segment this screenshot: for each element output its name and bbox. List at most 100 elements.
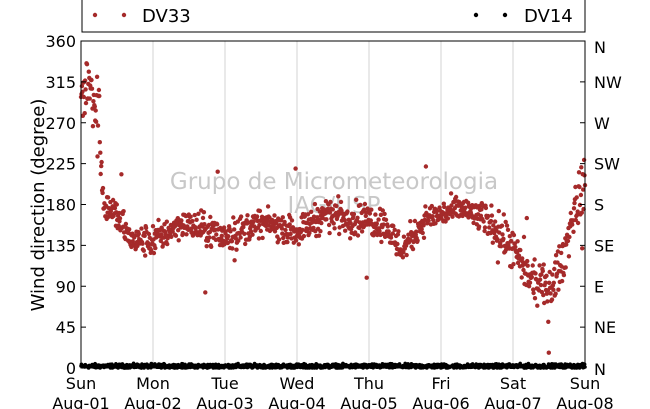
x-tick-day: Sun bbox=[570, 374, 600, 393]
data-point-dv33 bbox=[127, 227, 132, 232]
data-point-dv33 bbox=[234, 247, 239, 252]
data-point-dv33 bbox=[229, 239, 235, 244]
x-tick-date: Aug-04 bbox=[268, 394, 325, 409]
data-point-dv33 bbox=[412, 218, 418, 224]
data-point-dv33 bbox=[541, 292, 546, 298]
data-point-dv33 bbox=[205, 238, 211, 243]
data-point-dv33 bbox=[204, 244, 209, 249]
data-point-dv33 bbox=[283, 227, 288, 233]
data-point-dv33 bbox=[525, 258, 530, 264]
data-point-dv33 bbox=[132, 233, 137, 238]
data-point-dv33 bbox=[571, 206, 577, 211]
data-point-dv33 bbox=[97, 140, 103, 145]
data-point-dv33 bbox=[228, 229, 233, 234]
data-point-dv33 bbox=[570, 222, 575, 227]
x-tick-day: Thu bbox=[353, 374, 384, 393]
data-point-dv33 bbox=[159, 232, 164, 237]
data-point-dv33 bbox=[511, 232, 517, 238]
data-point-dv33 bbox=[546, 319, 551, 324]
data-point-dv33 bbox=[457, 199, 462, 205]
data-point-dv33 bbox=[429, 203, 434, 209]
data-point-dv33 bbox=[215, 169, 220, 174]
data-point-dv33 bbox=[533, 271, 538, 276]
data-point-dv33 bbox=[338, 199, 344, 205]
data-point-dv33 bbox=[434, 209, 439, 214]
data-point-dv33 bbox=[300, 227, 305, 233]
data-point-dv33 bbox=[573, 217, 578, 223]
data-point-dv33 bbox=[97, 93, 102, 99]
x-tick-day: Sun bbox=[66, 374, 96, 393]
x-tick-day: Fri bbox=[431, 374, 450, 393]
data-point-dv33 bbox=[564, 242, 569, 247]
data-point-dv33 bbox=[209, 244, 214, 249]
grid-lines bbox=[152, 41, 514, 368]
data-point-dv33 bbox=[130, 239, 135, 244]
x-tick-day: Mon bbox=[136, 374, 170, 393]
data-point-dv33 bbox=[143, 225, 149, 231]
data-point-dv33 bbox=[540, 268, 545, 274]
data-point-dv33 bbox=[252, 224, 257, 229]
y2-tick-label: E bbox=[594, 277, 604, 296]
data-point-dv33 bbox=[551, 280, 556, 285]
data-point-dv33 bbox=[123, 221, 129, 227]
data-point-dv33 bbox=[327, 230, 332, 236]
data-point-dv33 bbox=[258, 228, 263, 234]
x-tick-date: Aug-05 bbox=[340, 394, 397, 409]
data-point-dv33 bbox=[245, 213, 250, 218]
data-point-dv33 bbox=[571, 229, 576, 234]
data-point-dv33 bbox=[383, 217, 389, 222]
legend-marker-dv33-b bbox=[121, 12, 127, 18]
data-point-dv33 bbox=[184, 232, 189, 237]
data-point-dv33 bbox=[415, 238, 420, 243]
data-point-dv33 bbox=[378, 212, 384, 217]
data-point-dv33 bbox=[525, 263, 530, 268]
y-tick-label: 135 bbox=[45, 236, 76, 255]
data-point-dv33 bbox=[559, 278, 565, 284]
data-point-dv33 bbox=[580, 246, 585, 251]
data-point-dv33 bbox=[499, 223, 505, 228]
data-point-dv33 bbox=[501, 236, 506, 241]
data-point-dv33 bbox=[84, 61, 90, 67]
data-point-dv33 bbox=[373, 212, 378, 217]
legend-label-dv33: DV33 bbox=[142, 6, 191, 27]
data-point-dv33 bbox=[519, 275, 524, 280]
data-point-dv33 bbox=[293, 166, 298, 171]
y2-tick-label: N bbox=[594, 38, 606, 57]
data-point-dv33 bbox=[526, 284, 532, 289]
data-point-dv33 bbox=[348, 236, 353, 241]
data-point-dv33 bbox=[518, 247, 523, 253]
data-point-dv33 bbox=[285, 239, 290, 245]
data-point-dv33 bbox=[488, 218, 494, 224]
data-point-dv33 bbox=[388, 235, 394, 240]
data-point-dv33 bbox=[479, 207, 484, 212]
data-point-dv33 bbox=[448, 191, 454, 196]
y2-tick-label: NE bbox=[594, 318, 616, 337]
data-point-dv33 bbox=[110, 197, 116, 203]
data-point-dv33 bbox=[530, 263, 535, 268]
data-point-dv33 bbox=[226, 234, 231, 239]
data-point-dv33 bbox=[396, 229, 401, 234]
data-point-dv33 bbox=[386, 229, 391, 234]
data-point-dv33 bbox=[581, 187, 586, 192]
data-point-dv33 bbox=[504, 223, 510, 228]
legend: DV33 DV14 bbox=[81, 0, 586, 33]
data-point-dv33 bbox=[285, 235, 290, 240]
data-point-dv33 bbox=[326, 222, 332, 228]
data-point-dv33 bbox=[581, 157, 587, 163]
data-point-dv33 bbox=[89, 77, 94, 83]
data-point-dv33 bbox=[194, 217, 199, 222]
legend-marker-dv14-b bbox=[502, 12, 508, 18]
data-point-dv33 bbox=[272, 229, 278, 234]
data-point-dv33 bbox=[498, 244, 504, 249]
data-point-dv33 bbox=[91, 99, 96, 104]
data-point-dv33 bbox=[202, 222, 207, 227]
data-point-dv33 bbox=[404, 252, 409, 258]
data-point-dv33 bbox=[487, 225, 492, 230]
data-point-dv33 bbox=[185, 224, 190, 229]
data-point-dv33 bbox=[442, 204, 447, 210]
data-point-dv33 bbox=[539, 272, 544, 277]
data-point-dv33 bbox=[441, 201, 446, 206]
plot-area bbox=[81, 41, 585, 368]
y-tick-label: 270 bbox=[45, 114, 76, 133]
data-point-dv33 bbox=[86, 69, 92, 74]
